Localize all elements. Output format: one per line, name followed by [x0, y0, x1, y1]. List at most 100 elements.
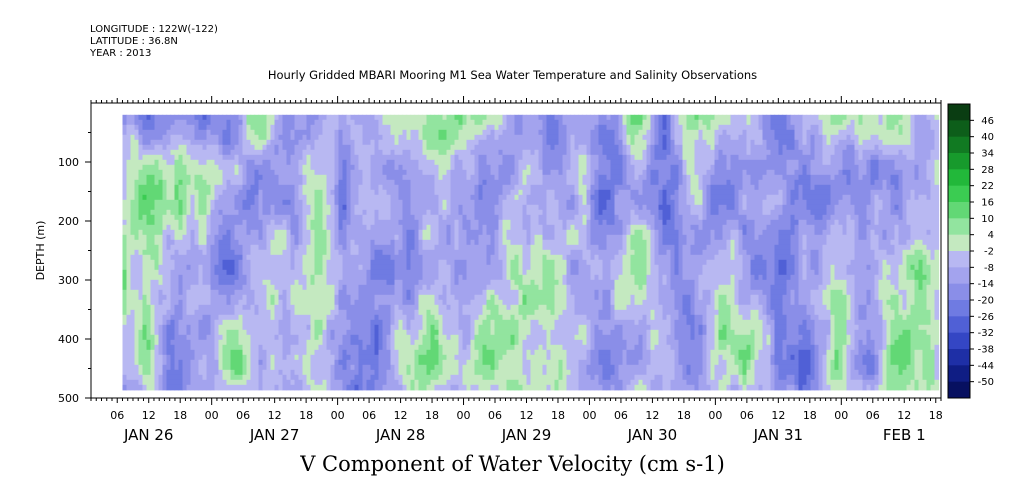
heatmap-cell [214, 254, 220, 261]
chart-title: Hourly Gridded MBARI Mooring M1 Sea Wate… [0, 68, 1009, 82]
heatmap-cell [306, 179, 312, 186]
heatmap-cell [326, 284, 332, 291]
heatmap-cell [142, 204, 148, 211]
heatmap-cell [162, 379, 168, 386]
heatmap-cell [390, 214, 396, 221]
heatmap-cell [230, 369, 236, 376]
heatmap-cell [334, 309, 340, 316]
heatmap-cell [398, 134, 404, 141]
heatmap-cell [130, 124, 136, 131]
heatmap-cell [430, 354, 436, 361]
heatmap-cell [298, 194, 304, 201]
heatmap-cell [162, 244, 168, 251]
heatmap-cell [230, 349, 236, 356]
heatmap-cell [410, 169, 416, 176]
heatmap-cell [438, 249, 444, 256]
heatmap-cell [234, 249, 240, 256]
heatmap-cell [242, 364, 248, 371]
heatmap-cell [478, 244, 484, 251]
heatmap-cell [230, 309, 236, 316]
heatmap-cell [406, 279, 412, 286]
heatmap-cell [314, 129, 320, 136]
heatmap-cell [418, 254, 424, 261]
heatmap-cell [354, 194, 360, 201]
heatmap-cell [278, 289, 284, 296]
heatmap-cell [246, 209, 252, 216]
heatmap-cell [262, 154, 268, 161]
heatmap-cell [150, 219, 156, 226]
heatmap-cell [414, 149, 420, 156]
heatmap-cell [294, 379, 300, 386]
heatmap-cell [130, 279, 136, 286]
heatmap-cell [298, 189, 304, 196]
heatmap-cell [198, 124, 204, 131]
heatmap-cell [194, 169, 200, 176]
heatmap-cell [190, 124, 196, 131]
heatmap-cell [162, 254, 168, 261]
heatmap-cell [246, 274, 252, 281]
heatmap-cell [254, 364, 260, 371]
heatmap-cell [378, 124, 384, 131]
heatmap-cell [186, 169, 192, 176]
heatmap-cell [462, 284, 468, 291]
heatmap-cell [182, 369, 188, 376]
heatmap-cell [394, 314, 400, 321]
heatmap-cell [378, 144, 384, 151]
heatmap-cell [262, 334, 268, 341]
heatmap-cell [378, 279, 384, 286]
heatmap-cell [150, 194, 156, 201]
heatmap-cell [434, 199, 440, 206]
heatmap-cell [166, 269, 172, 276]
heatmap-cell [446, 164, 452, 171]
heatmap-cell [194, 314, 200, 321]
heatmap-cell [442, 209, 448, 216]
heatmap-cell [198, 179, 204, 186]
heatmap-cell [250, 314, 256, 321]
heatmap-cell [358, 194, 364, 201]
heatmap-cell [254, 194, 260, 201]
heatmap-cell [166, 319, 172, 326]
heatmap-cell [266, 334, 272, 341]
heatmap-cell [198, 379, 204, 386]
heatmap-cell [426, 354, 432, 361]
heatmap-cell [294, 304, 300, 311]
heatmap-cell [170, 349, 176, 356]
heatmap-cell [186, 364, 192, 371]
heatmap-cell [218, 249, 224, 256]
heatmap-cell [222, 229, 228, 236]
heatmap-cell [422, 259, 428, 266]
heatmap-cell [218, 144, 224, 151]
heatmap-cell [474, 274, 480, 281]
heatmap-cell [238, 379, 244, 386]
heatmap-cell [146, 284, 152, 291]
heatmap-cell [222, 244, 228, 251]
heatmap-cell [338, 189, 344, 196]
heatmap-cell [430, 269, 436, 276]
heatmap-cell [274, 284, 280, 291]
heatmap-cell [478, 254, 484, 261]
heatmap-cell [350, 234, 356, 241]
heatmap-cell [154, 344, 160, 351]
heatmap-cell [350, 329, 356, 336]
heatmap-cell [350, 369, 356, 376]
heatmap-cell [398, 354, 404, 361]
heatmap-cell [194, 304, 200, 311]
heatmap-cell [238, 369, 244, 376]
heatmap-cell [274, 254, 280, 261]
heatmap-cell [454, 319, 460, 326]
heatmap-cell [210, 334, 216, 341]
heatmap-cell [246, 309, 252, 316]
heatmap-cell [230, 204, 236, 211]
heatmap-cell [238, 284, 244, 291]
heatmap-cell [426, 224, 432, 231]
heatmap-cell [334, 294, 340, 301]
heatmap-cell [438, 379, 444, 386]
heatmap-cell [354, 289, 360, 296]
heatmap-cell [218, 319, 224, 326]
heatmap-cell [326, 314, 332, 321]
heatmap-cell [382, 349, 388, 356]
heatmap-cell [290, 314, 296, 321]
heatmap-cell [130, 284, 136, 291]
heatmap-cell [194, 354, 200, 361]
heatmap-cell [410, 119, 416, 126]
